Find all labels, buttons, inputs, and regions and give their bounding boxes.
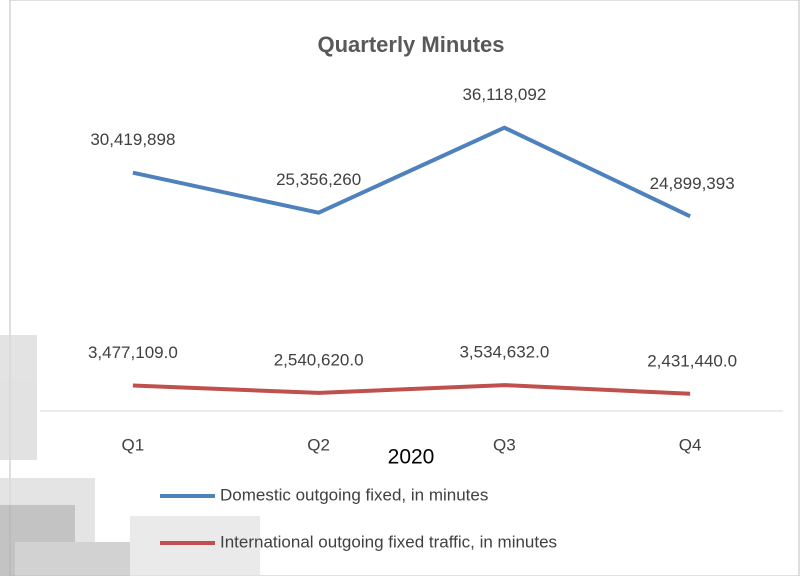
legend-label: Domestic outgoing fixed, in minutes	[220, 485, 488, 504]
chart-title: Quarterly Minutes	[317, 32, 504, 57]
data-label: 2,540,620.0	[274, 350, 364, 369]
x-tick-label: Q3	[493, 435, 516, 454]
data-label: 30,419,898	[90, 130, 175, 149]
data-label: 36,118,092	[462, 85, 546, 104]
x-tick-label: Q1	[122, 435, 145, 454]
x-tick-label: Q4	[679, 435, 702, 454]
chart-border	[9, 0, 800, 576]
data-label: 3,477,109.0	[88, 343, 178, 362]
x-axis-label: 2020	[388, 446, 435, 469]
series-line	[132, 125, 691, 219]
data-label: 2,431,440.0	[647, 351, 737, 370]
data-label: 3,534,632.0	[459, 343, 549, 362]
legend-label: International outgoing fixed traffic, in…	[220, 532, 557, 551]
background-decoration	[0, 335, 260, 576]
x-tick-label: Q2	[307, 435, 330, 454]
data-label: 24,899,393	[650, 174, 735, 193]
data-label: 25,356,260	[276, 170, 361, 189]
series-line	[132, 383, 691, 396]
